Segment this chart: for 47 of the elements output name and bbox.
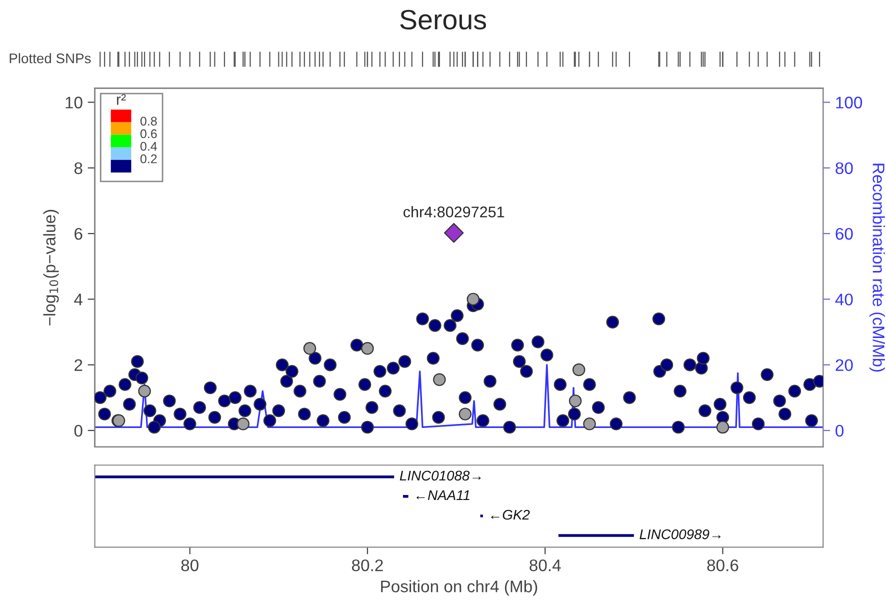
- data-label: LINC00989→: [640, 529, 721, 540]
- y-tick-label: 0: [74, 424, 82, 437]
- x-tick-label: 80.4: [530, 559, 561, 572]
- point: [458, 408, 472, 420]
- data-label: LINC01088→: [400, 470, 481, 481]
- annotation: 0.2: [140, 154, 157, 164]
- y-tick-label: 8: [74, 162, 82, 174]
- y2-tick-label: 0: [836, 424, 844, 437]
- annotation: 0.6: [140, 129, 157, 138]
- y2-tick-label: 20: [836, 359, 853, 372]
- y2-axis-title: Recombination rate (cM/Mb): [869, 164, 885, 372]
- y2-tick-label: 80: [836, 162, 853, 174]
- bar: [558, 534, 634, 537]
- annotation: 0.8: [140, 116, 157, 126]
- x-tick-label: 80.6: [707, 559, 738, 572]
- point: [716, 420, 730, 434]
- y-tick-label: 10: [66, 96, 82, 108]
- data-label: ←NAA11: [416, 490, 470, 500]
- annotation: 0.4: [140, 142, 157, 151]
- x-tick-label: 80.2: [352, 559, 383, 572]
- bar: [402, 495, 408, 498]
- point: [444, 223, 464, 243]
- point: [433, 373, 446, 386]
- y2-tick-label: 40: [835, 294, 853, 306]
- point: [572, 363, 586, 376]
- y2-tick-label: 100: [836, 96, 862, 108]
- text: Plotted SNPs: [10, 53, 91, 64]
- annotation: r²: [116, 94, 126, 105]
- point: [236, 418, 250, 430]
- y-tick-label: 4: [74, 294, 83, 306]
- y-tick-label: 6: [74, 228, 82, 240]
- point: [361, 342, 374, 355]
- point: [138, 384, 151, 398]
- y2-tick-label: 60: [836, 228, 853, 240]
- y-axis-title: −log$_{10}$(p−value): [43, 210, 59, 326]
- bar: [94, 475, 394, 478]
- chart-title: Serous: [400, 10, 486, 30]
- y-tick-label: 2: [74, 359, 82, 371]
- annotation: chr4:80297251: [404, 206, 504, 218]
- point: [583, 418, 596, 430]
- x-axis-title: Position on chr4 (Mb): [381, 580, 538, 596]
- data-label: ←GK2: [491, 510, 530, 520]
- point: [568, 394, 582, 408]
- x-tick-label: 80: [181, 559, 198, 572]
- point: [303, 342, 316, 355]
- point: [466, 292, 480, 306]
- bar: [480, 514, 483, 518]
